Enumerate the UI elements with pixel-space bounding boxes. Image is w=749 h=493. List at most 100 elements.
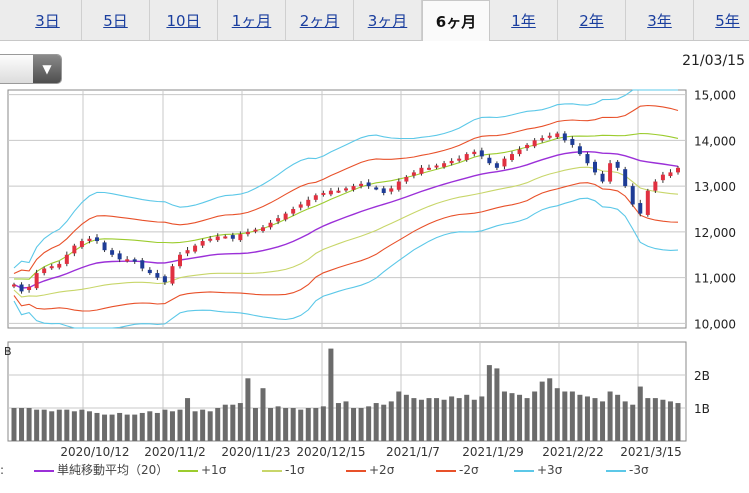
legend-item-4: -2σ [436,461,479,479]
candle-body [185,250,190,254]
x-tick-label: 2021/3/15 [620,445,682,459]
legend-line-3 [346,469,366,472]
candle-body [238,234,243,241]
candle-body [87,238,92,242]
volume-bar [222,404,228,441]
volume-bar [418,399,424,441]
volume-bar [441,399,447,441]
candle-body [200,241,205,246]
volume-bar [328,348,334,441]
volume-bar [351,408,357,441]
candle-body [638,203,643,214]
price-tick-label: 14,000 [694,134,736,148]
candle-body [230,235,235,239]
volume-bar [592,398,598,441]
volume-bar [109,414,115,441]
x-tick-label: 2021/1/7 [386,445,440,459]
triangle-down-icon[interactable]: ▼ [33,55,61,83]
volume-bar [237,403,243,441]
candle-body [313,195,318,200]
legend-label-1: +1σ [201,463,227,477]
tab-period-8[interactable]: 2年 [558,0,626,40]
candle-body [42,268,47,274]
volume-bar [426,398,432,441]
tab-period-5[interactable]: 3ヶ月 [354,0,422,40]
volume-bar [11,408,17,441]
volume-bar [147,411,153,441]
legend-prefix: : [0,463,5,477]
x-tick-label: 2021/2/22 [542,445,604,459]
volume-bar [102,414,108,441]
candle-body [404,176,409,182]
volume-bar [185,398,191,441]
volume-tick-label: 2B [694,369,710,383]
candle-body [487,157,492,164]
volume-bar [335,403,341,441]
volume-bar [607,391,613,441]
volume-bar [584,396,590,441]
candle-body [502,158,507,167]
legend-line-4 [436,469,456,472]
volume-bar [652,398,658,441]
tab-period-2[interactable]: 10日 [150,0,218,40]
volume-bar [577,394,583,441]
candle-body [344,188,348,191]
candle-body [623,169,628,187]
candle-body [427,167,431,170]
candle-body [366,182,371,187]
volume-bar [283,408,289,441]
tab-period-6[interactable]: 6ヶ月 [422,0,490,41]
candle-body [381,188,386,193]
volume-bar [479,396,485,441]
indicator-dropdown[interactable]: ▼ [0,54,62,84]
legend-label-2: -1σ [285,463,305,477]
x-tick-label: 2021/1/29 [462,445,524,459]
volume-unit-label: B [4,345,12,358]
volume-bar [26,408,32,441]
volume-bar [343,401,349,441]
candle-body [12,284,16,287]
volume-bar [358,408,364,441]
candle-body [676,167,680,173]
candle-body [223,236,228,239]
candle-body [615,161,620,168]
tab-period-3[interactable]: 1ヶ月 [218,0,286,40]
volume-tick-label: 1B [694,402,710,416]
volume-bar [252,408,258,441]
tab-period-10[interactable]: 5年 [694,0,749,40]
volume-bar [547,378,553,441]
tab-period-0[interactable]: 3日 [14,0,82,40]
price-tick-label: 12,000 [694,226,736,240]
candle-body [479,150,484,157]
tab-period-7[interactable]: 1年 [490,0,558,40]
x-tick-label: 2020/11/2 [144,445,206,459]
volume-bar [645,398,651,441]
candle-body [27,286,32,291]
x-tick-label: 2020/10/12 [60,445,129,459]
volume-bar [132,414,138,441]
tab-period-9[interactable]: 3年 [626,0,694,40]
candle-body [140,260,145,269]
volume-bar [56,409,62,441]
candle-body [660,174,665,181]
volume-bar [562,391,568,441]
candle-body [125,259,130,262]
candle-body [298,204,303,208]
candle-body [57,263,62,268]
tab-period-1[interactable]: 5日 [82,0,150,40]
legend-line-2 [262,469,282,472]
legend-label-3: +2σ [369,463,395,477]
legend-item-0: 単純移動平均（20） [34,461,168,479]
volume-bar [94,412,100,441]
volume-bar [501,391,507,441]
tab-period-4[interactable]: 2ヶ月 [286,0,354,40]
volume-bar [411,398,417,441]
candle-body [630,186,635,205]
x-tick-label: 2020/11/23 [221,445,290,459]
candle-body [359,183,364,187]
volume-bar [630,404,636,441]
candle-body [645,190,650,215]
volume-bar [86,411,92,441]
volume-bar [41,409,47,441]
volume-bar [124,414,130,441]
